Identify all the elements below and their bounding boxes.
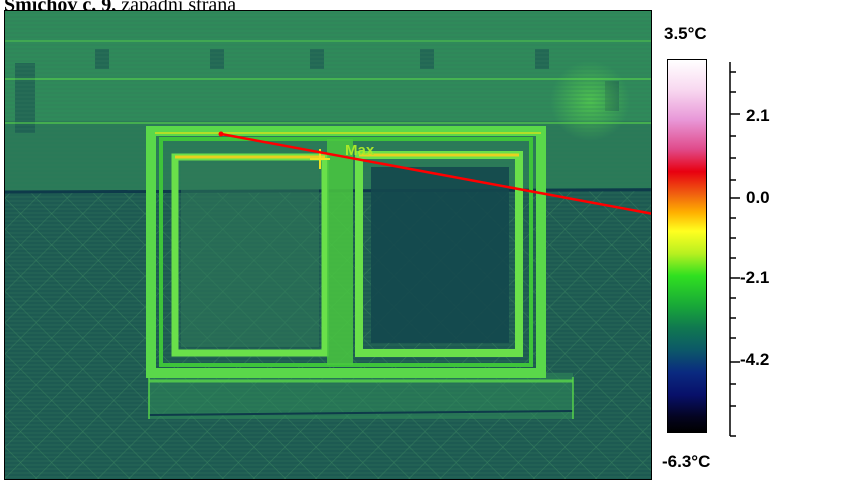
scale-tick-label: -2.1: [740, 268, 770, 287]
scale-tick-label: 2.1: [746, 106, 770, 125]
temperature-gradient-bar: [667, 59, 707, 433]
scale-ticks: [729, 62, 740, 437]
max-marker-label: Max: [345, 142, 375, 159]
scale-tick-label: 0.0: [746, 188, 770, 207]
scale-tick-label: -4.2: [740, 350, 770, 369]
scale-max-label: 3.5°C: [664, 24, 707, 43]
window-sill: [148, 373, 574, 419]
scale-min-label: -6.3°C: [662, 452, 711, 471]
profile-line-start[interactable]: [218, 131, 224, 137]
window-frame: [146, 126, 546, 378]
